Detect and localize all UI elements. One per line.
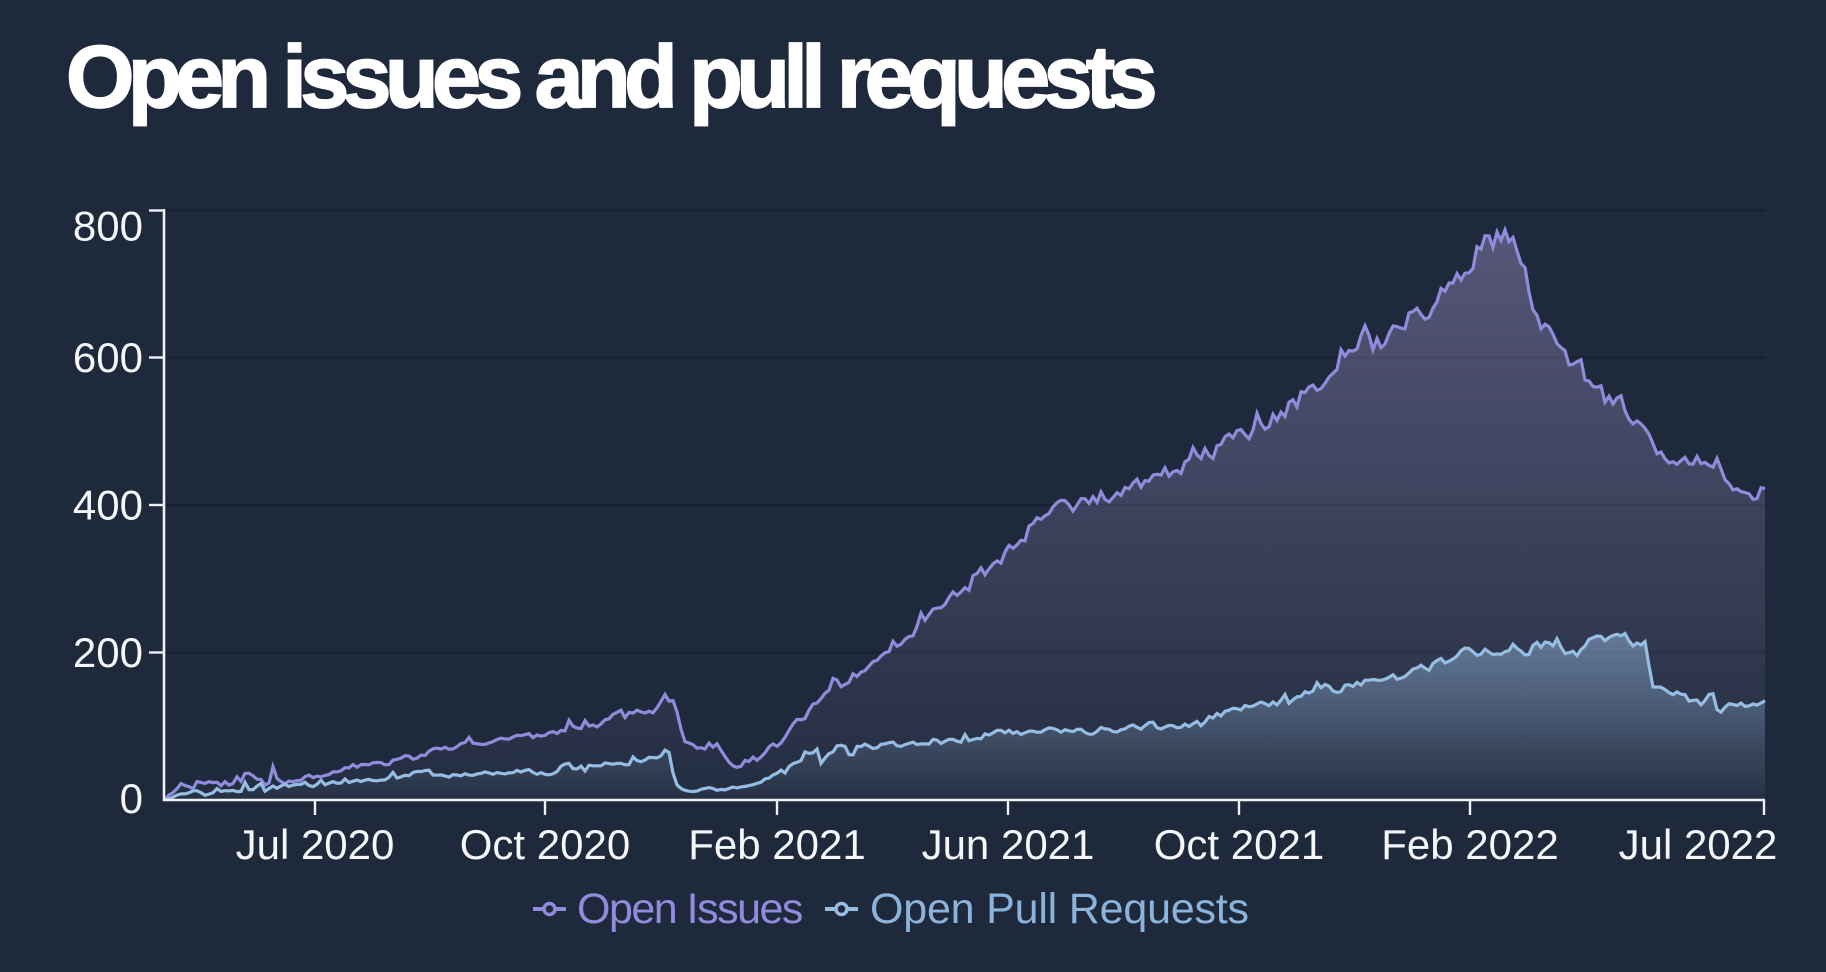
svg-text:600: 600 — [73, 334, 143, 381]
svg-text:Open Issues: Open Issues — [577, 885, 802, 933]
svg-text:Oct 2020: Oct 2020 — [460, 821, 630, 868]
svg-text:Open Pull Requests: Open Pull Requests — [870, 885, 1249, 933]
svg-text:Jul 2020: Jul 2020 — [236, 821, 395, 868]
svg-text:Oct 2021: Oct 2021 — [1154, 821, 1324, 868]
svg-text:200: 200 — [73, 629, 143, 676]
svg-text:Jun 2021: Jun 2021 — [922, 821, 1095, 868]
svg-text:800: 800 — [73, 203, 143, 250]
svg-text:Feb 2022: Feb 2022 — [1381, 821, 1558, 868]
svg-text:400: 400 — [73, 482, 143, 529]
svg-text:0: 0 — [120, 775, 143, 822]
svg-text:Jul 2022: Jul 2022 — [1619, 821, 1778, 868]
svg-text:Feb 2021: Feb 2021 — [688, 821, 865, 868]
